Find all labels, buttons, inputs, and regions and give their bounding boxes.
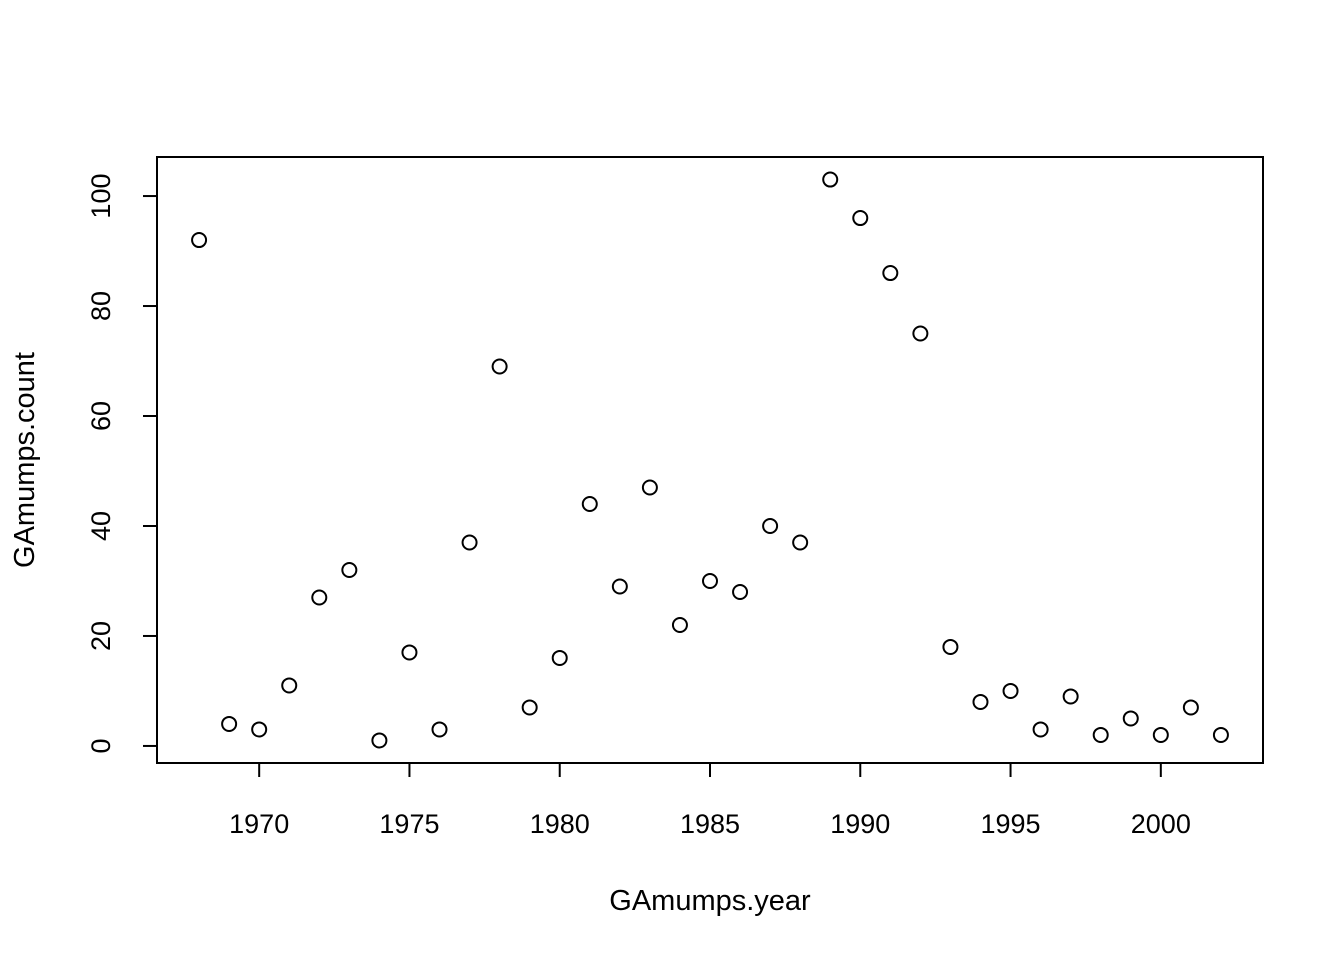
x-tick-label: 1975 xyxy=(379,809,439,839)
data-point xyxy=(431,721,448,738)
data-point xyxy=(852,210,869,227)
data-point xyxy=(551,649,568,666)
data-point xyxy=(702,572,718,589)
data-point xyxy=(762,517,779,534)
y-tick-label: 80 xyxy=(86,291,116,321)
data-point xyxy=(371,732,388,749)
x-axis-title: GAmumps.year xyxy=(609,885,811,917)
y-tick-label: 60 xyxy=(86,401,116,431)
x-tick-label: 1990 xyxy=(830,809,890,839)
data-point xyxy=(1062,688,1079,705)
data-point xyxy=(191,232,208,249)
data-point xyxy=(792,534,809,551)
data-point xyxy=(972,693,989,710)
x-axis: 1970 1975 1980 1985 1990 1995 2000 xyxy=(229,762,1191,839)
data-point xyxy=(1152,726,1169,743)
data-point xyxy=(221,715,238,732)
y-tick-label: 0 xyxy=(86,738,116,753)
data-point xyxy=(251,721,268,738)
data-points xyxy=(191,171,1229,749)
data-point xyxy=(1182,699,1199,716)
data-point xyxy=(732,583,749,600)
y-tick-label: 40 xyxy=(86,511,116,541)
data-point xyxy=(641,479,658,496)
data-point xyxy=(882,265,899,282)
data-point xyxy=(311,589,328,606)
data-point xyxy=(1122,710,1139,727)
x-tick-label: 1985 xyxy=(680,809,740,839)
data-point xyxy=(341,561,358,578)
y-axis-title: GAmumps.count xyxy=(9,352,41,568)
data-point xyxy=(1212,726,1229,743)
data-point xyxy=(671,616,688,633)
x-tick-label: 2000 xyxy=(1131,809,1191,839)
x-tick-label: 1995 xyxy=(981,809,1041,839)
data-point xyxy=(401,644,418,661)
data-point xyxy=(491,358,508,375)
data-point xyxy=(581,495,598,512)
x-tick-label: 1970 xyxy=(229,809,289,839)
data-point xyxy=(281,677,298,694)
data-point xyxy=(1002,682,1019,699)
data-point xyxy=(611,578,628,595)
data-point xyxy=(912,325,929,342)
data-point xyxy=(1032,721,1049,738)
y-tick-label: 20 xyxy=(86,621,116,651)
x-tick-label: 1980 xyxy=(530,809,590,839)
plot-frame xyxy=(156,156,1264,764)
data-point xyxy=(521,699,538,716)
data-point xyxy=(461,534,478,551)
data-point xyxy=(1092,726,1109,743)
data-point xyxy=(942,638,959,655)
data-point xyxy=(822,171,839,188)
y-tick-label: 100 xyxy=(86,174,116,219)
y-axis: 0 20 40 60 80 100 xyxy=(86,174,158,753)
